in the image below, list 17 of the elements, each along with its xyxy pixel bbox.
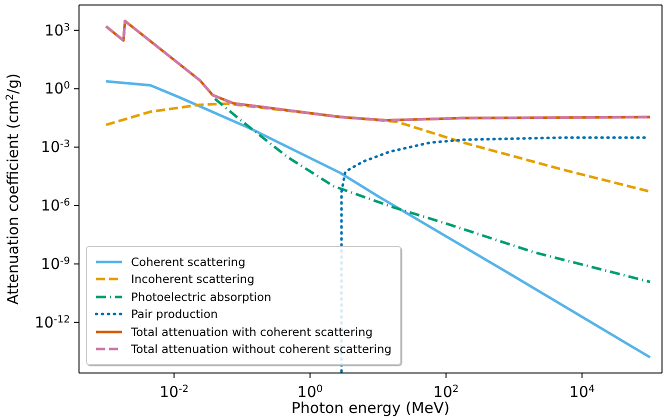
y-tick-label: 10$^{0}$ [44,80,70,98]
y-tick-label: 10$^{-3}$ [40,138,70,156]
x-tick-label: 10$^{-2}$ [160,383,189,401]
legend-label: Coherent scattering [131,254,246,269]
x-tick-label: 10$^{4}$ [569,383,595,401]
y-tick-label: 10$^{-12}$ [34,313,70,332]
y-tick-label: 10$^{3}$ [44,21,70,40]
x-tick-label: 10$^{2}$ [433,383,459,401]
legend-label: Total attenuation with coherent scattering [131,324,373,339]
legend-label: Photoelectric absorption [131,290,272,304]
legend-label: Total attenuation without coherent scattering [131,342,392,356]
legend-label: Incoherent scattering [131,272,254,286]
x-axis-title: Photon energy (MeV) [291,399,450,417]
y-tick-label: 10$^{-9}$ [40,254,70,273]
legend-label: Pair production [131,307,218,322]
y-tick-label: 10$^{-6}$ [40,196,70,215]
x-tick-label: 10$^{0}$ [297,383,323,401]
